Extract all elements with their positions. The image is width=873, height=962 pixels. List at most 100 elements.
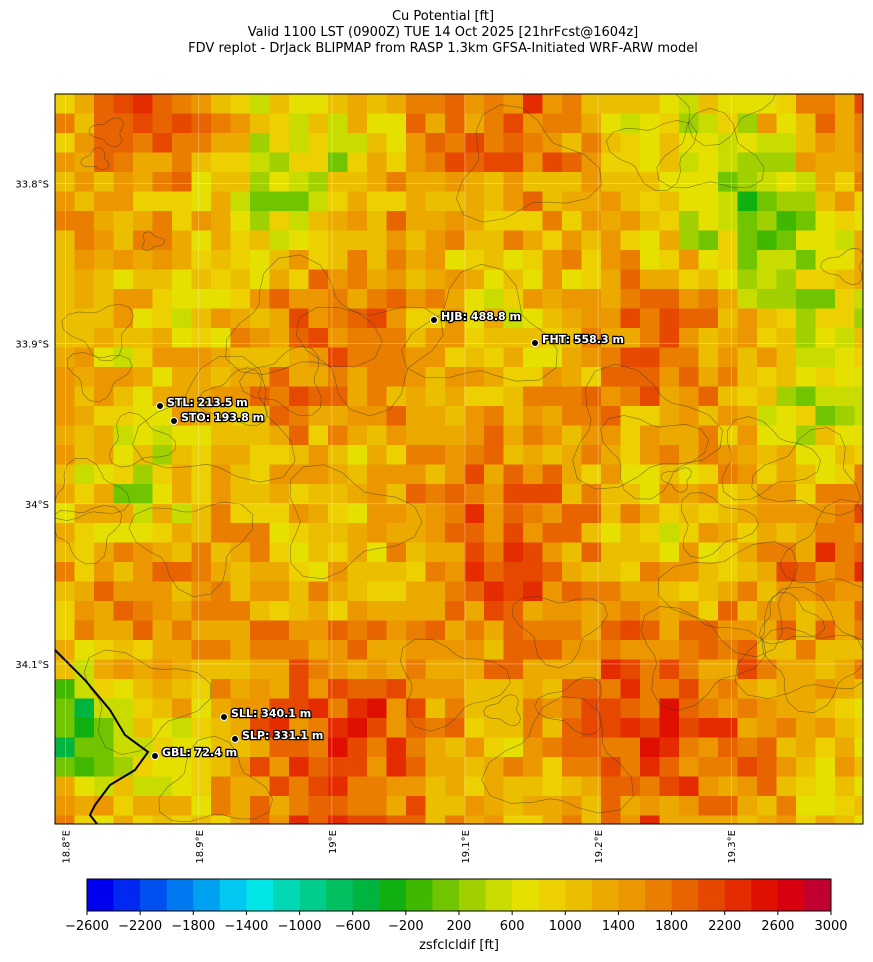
raster-cell [601,776,621,797]
raster-cell [601,484,621,504]
raster-cell [211,757,231,777]
raster-cell [562,172,582,192]
colorbar-tick-label: 2200 [708,919,741,934]
raster-cell [406,757,426,777]
raster-cell [269,425,290,446]
raster-cell [445,191,465,212]
contour [61,303,134,362]
raster-cell [484,191,504,212]
raster-cell [581,94,602,114]
raster-cell [737,718,758,738]
raster-cell [601,815,621,824]
raster-cell [328,464,348,485]
raster-cell [581,269,602,290]
raster-cell [94,445,114,465]
raster-cell [542,503,563,524]
raster-cell [679,776,699,797]
raster-cell [406,484,426,504]
raster-cell [542,406,563,426]
raster-cell [191,445,212,465]
raster-cell [601,152,621,173]
raster-cell [406,191,426,212]
raster-cell [308,211,329,231]
raster-cell [659,250,680,270]
raster-cell [835,425,855,446]
raster-cell [211,230,231,251]
raster-cell [425,328,446,348]
raster-cell [211,562,231,582]
raster-cell [289,503,309,524]
raster-cell [776,659,797,680]
raster-cell [484,484,504,504]
raster-cell [659,523,680,543]
raster-cell [191,601,212,621]
raster-cell [698,269,719,290]
raster-cell [640,757,660,777]
raster-cell [289,133,309,153]
raster-cell [113,445,134,465]
raster-cell [113,581,134,602]
raster-cell [835,113,855,134]
raster-cell [113,211,134,231]
raster-cell [94,620,114,641]
raster-cell [542,542,563,563]
raster-cell [620,347,641,368]
raster-cell [776,191,797,212]
colorbar-tick-label: 1400 [602,919,635,934]
raster-cell [230,230,251,251]
raster-cell [289,445,309,465]
colorbar-cell [432,879,460,911]
raster-cell [386,269,407,290]
raster-cell [737,94,758,114]
raster-cell [113,464,134,485]
raster-cell [601,542,621,563]
raster-cell [737,698,758,719]
raster-cell [620,757,641,777]
raster-cell [815,445,836,465]
station-label: STO: 193.8 m [181,411,264,424]
raster-cell [347,386,368,407]
raster-cell [308,523,329,543]
raster-cell [113,152,134,173]
raster-cell [484,737,504,758]
raster-cell [191,250,212,270]
raster-cell [464,562,485,582]
raster-cell [55,347,75,368]
raster-cell [250,757,270,777]
raster-cell [211,386,231,407]
raster-cell [406,172,426,192]
raster-cell [55,679,75,699]
raster-cell [796,152,816,173]
raster-cell [211,815,231,824]
raster-cell [620,445,641,465]
raster-cell [542,152,563,173]
raster-cell [406,679,426,699]
raster-cell [386,776,407,797]
raster-cell [815,757,836,777]
raster-cell [230,191,251,212]
raster-cell [698,133,719,153]
raster-cell [386,328,407,348]
raster-cell [776,94,797,114]
contour [820,248,864,286]
raster-cell [854,640,863,660]
raster-cell [581,347,602,368]
raster-cell [737,562,758,582]
raster-cell [328,113,348,134]
raster-cell [640,601,660,621]
raster-cell [425,659,446,680]
raster-cell [269,640,290,660]
x-tick-label: 19.2°E [594,830,605,864]
raster-cell [542,211,563,231]
raster-cell [737,445,758,465]
raster-cell [601,640,621,660]
raster-cell [523,347,543,368]
raster-cell [796,347,816,368]
raster-cell [796,503,816,524]
raster-cell [659,484,680,504]
contour [734,586,864,699]
raster-cell [620,601,641,621]
station-label: HJB: 488.8 m [441,310,521,323]
raster-cell [386,562,407,582]
raster-cell [815,796,836,816]
